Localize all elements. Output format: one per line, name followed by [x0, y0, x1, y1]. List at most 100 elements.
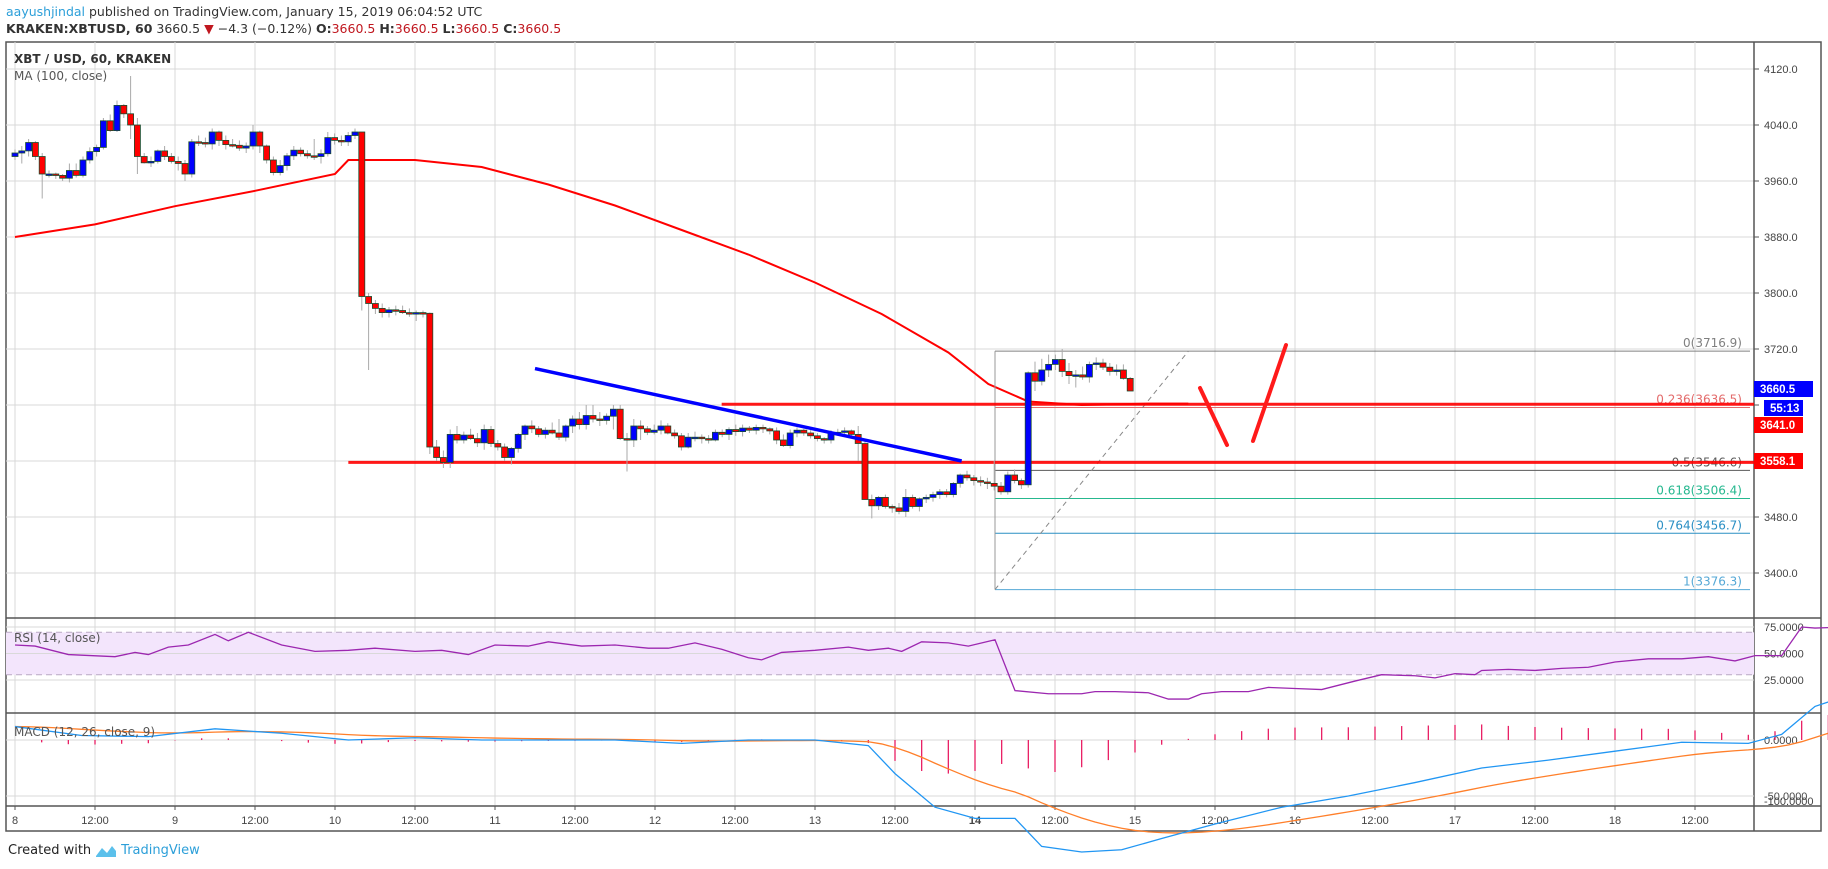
low-value: 3660.5 [455, 21, 500, 36]
candle-body [671, 432, 678, 437]
tradingview-link[interactable]: TradingView [121, 843, 200, 858]
down-arrow-icon: ▼ [204, 21, 214, 36]
time-tick-label: 12:00 [1521, 815, 1549, 827]
support-price-badge [1754, 453, 1803, 469]
candle-body [766, 428, 774, 432]
candle-body [698, 436, 706, 440]
candle-body [705, 438, 712, 441]
rsi-tick-label: 50.0000 [1764, 649, 1804, 661]
candle-body [970, 477, 978, 481]
candle-body [337, 139, 345, 143]
macd-tick-label: -100.0000 [1764, 796, 1814, 808]
price-tick-label: 3800.0 [1764, 288, 1798, 300]
candle-body [235, 144, 243, 149]
candle-body [317, 153, 325, 157]
candle-body [773, 430, 780, 441]
time-tick-label: 10 [329, 815, 341, 827]
candle-body [562, 425, 570, 438]
candle-body [1038, 369, 1046, 382]
fib-level-label: 0(3716.9) [1683, 336, 1742, 350]
candle-body [419, 312, 427, 315]
time-tick-label: 12:00 [1041, 815, 1069, 827]
candle-body [358, 131, 366, 297]
candle-body [807, 432, 814, 437]
candle-body [72, 170, 80, 176]
time-tick-label: 12:00 [81, 815, 109, 827]
chart-frame [5, 41, 1822, 832]
symbol-info: KRAKEN:XBTUSD, 60 3660.5 ▼ −4.3 (−0.12%)… [6, 21, 561, 36]
open-label: O: [315, 21, 332, 36]
candle-body [814, 435, 821, 439]
candle-body [576, 418, 583, 425]
candle-body [290, 149, 298, 157]
macd-tick-label: 0.0000 [1764, 735, 1798, 747]
last-price: 3660.5 [156, 21, 201, 36]
tradingview-logo-icon [96, 845, 117, 857]
price-tick-label: 3480.0 [1764, 512, 1798, 524]
time-tick-label: 11 [489, 815, 500, 827]
candle-body [664, 425, 672, 434]
candle-body [1113, 369, 1120, 372]
close-label: C: [503, 21, 518, 36]
candle-body [140, 156, 148, 164]
candle-body [1092, 362, 1100, 365]
candle-body [514, 433, 522, 449]
author-link[interactable]: aayushjindal [6, 4, 86, 19]
candle-body [249, 131, 257, 147]
time-tick-label: 15 [1129, 815, 1141, 827]
time-tick-label: 12:00 [1681, 815, 1709, 827]
candle-body [365, 296, 373, 304]
candle-body [820, 438, 828, 441]
candle-body [507, 447, 515, 458]
candle-body [644, 428, 651, 433]
candle-body [990, 482, 998, 487]
candle-body [1058, 359, 1066, 372]
high-value: 3660.5 [394, 21, 439, 36]
close-value: 3660.5 [517, 21, 562, 36]
candle-body [800, 429, 808, 434]
candle-body [392, 309, 400, 312]
candle-body [943, 491, 950, 495]
candle-body [154, 150, 162, 162]
candle-body [59, 174, 66, 179]
candle-body [1086, 363, 1093, 378]
candle-body [52, 173, 60, 176]
candle-body [725, 429, 733, 435]
fib-trend-dashed [994, 350, 1189, 590]
candle-body [1079, 374, 1086, 378]
price-tick-label: 4120.0 [1764, 64, 1798, 76]
candle-body [195, 141, 203, 144]
candle-body [113, 105, 121, 132]
candle-body [351, 131, 359, 136]
fib-level-label: 0.618(3506.4) [1656, 484, 1742, 498]
candle-body [542, 429, 549, 435]
candle-body [11, 152, 19, 157]
candle-body [616, 408, 624, 440]
candle-body [412, 312, 420, 315]
candle-body [678, 435, 685, 448]
candle-body [936, 491, 944, 495]
candle-body [623, 438, 631, 441]
ma-legend: MA (100, close) [14, 69, 108, 83]
ma-100-line [14, 159, 1189, 407]
candle-body [79, 159, 87, 176]
candle-body [922, 496, 930, 500]
time-tick-label: 12:00 [1201, 815, 1229, 827]
time-tick-label: 12:00 [881, 815, 909, 827]
candle-body [1045, 363, 1052, 371]
candle-body [521, 425, 529, 435]
candle-body [752, 426, 760, 431]
candle-body [501, 446, 509, 458]
candle-body [18, 150, 26, 154]
candle-body [555, 432, 563, 438]
candle-body [127, 113, 134, 126]
rsi-line [14, 626, 1828, 700]
candle-body [902, 496, 910, 512]
last-price-badge [1754, 381, 1813, 397]
candle-body [297, 149, 305, 155]
candle-body [331, 137, 339, 141]
candle-body [399, 310, 407, 313]
countdown-badge [1764, 400, 1803, 416]
candle-body [1011, 474, 1018, 481]
